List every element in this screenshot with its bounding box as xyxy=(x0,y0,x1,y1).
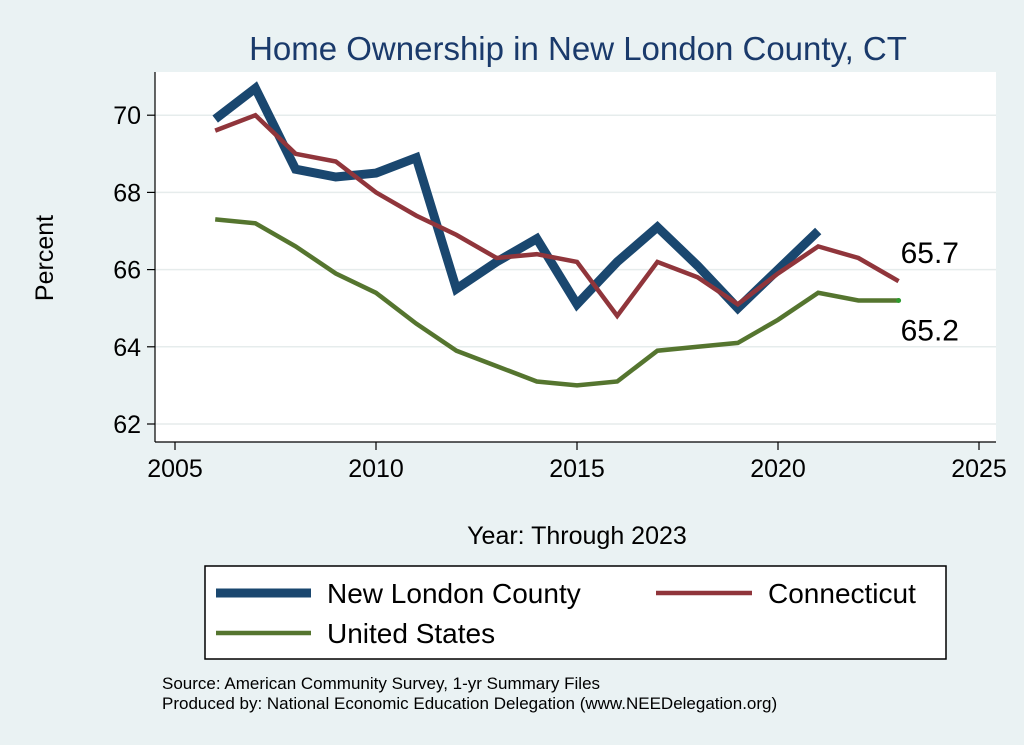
producer-note: Produced by: National Economic Education… xyxy=(162,694,777,713)
legend-box xyxy=(204,565,947,660)
y-axis-ticks: 62 64 66 68 70 xyxy=(113,102,155,439)
data-label: 65.2 xyxy=(901,314,959,347)
series-group xyxy=(212,81,902,388)
series-line-connecticut xyxy=(214,112,900,320)
y-axis-label: Percent xyxy=(31,215,59,301)
x-tick-label: 2020 xyxy=(750,455,806,483)
gridlines xyxy=(155,114,996,425)
series-line-united-states xyxy=(214,217,899,388)
y-tick-label: 68 xyxy=(113,179,141,207)
y-tick-label: 64 xyxy=(113,334,141,362)
legend-label: New London County xyxy=(327,578,581,609)
x-tick-label: 2015 xyxy=(549,455,605,483)
data-label: 65.7 xyxy=(901,237,959,270)
y-tick-label: 62 xyxy=(113,411,141,439)
source-note: Source: American Community Survey, 1-yr … xyxy=(162,674,600,693)
x-tick-label: 2025 xyxy=(951,455,1007,483)
series-end-marker xyxy=(896,297,902,303)
x-axis-label: Year: Through 2023 xyxy=(467,522,687,550)
series-line-new-london-county xyxy=(212,81,822,315)
legend-label: Connecticut xyxy=(768,578,916,609)
chart-title: Home Ownership in New London County, CT xyxy=(249,30,907,67)
x-axis-ticks: 2005 2010 2015 2020 2025 xyxy=(147,442,1007,483)
legend: New London County Connecticut United State… xyxy=(216,578,916,649)
x-tick-label: 2005 xyxy=(147,455,203,483)
legend-label: United States xyxy=(327,618,495,649)
y-tick-label: 70 xyxy=(113,102,141,130)
annotations-group: 65.7 65.2 xyxy=(901,237,959,347)
y-tick-label: 66 xyxy=(113,257,141,285)
x-tick-label: 2010 xyxy=(348,455,404,483)
